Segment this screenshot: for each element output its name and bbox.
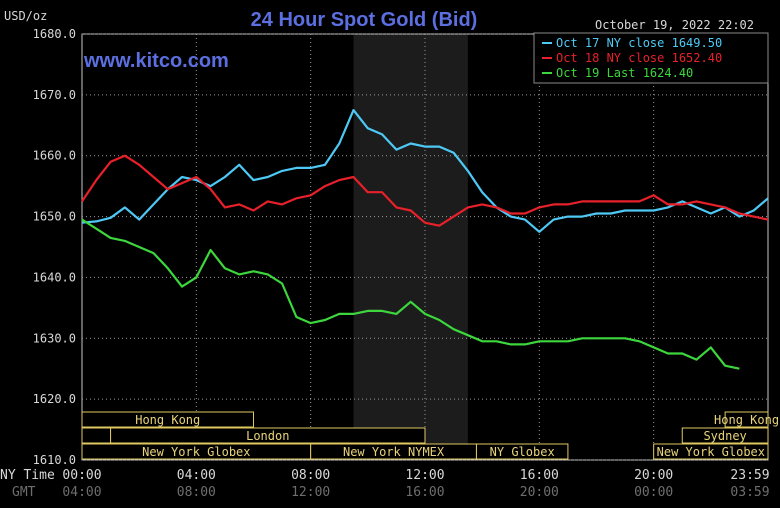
y-tick-label: 1660.0 bbox=[33, 149, 76, 163]
session-label: Hong Kong bbox=[714, 413, 779, 427]
ny-time-row-label: NY Time bbox=[0, 468, 55, 483]
y-axis-unit: USD/oz bbox=[4, 9, 47, 23]
x-tick-label-gmt: 03:59 bbox=[730, 485, 769, 500]
session-label: London bbox=[246, 429, 289, 443]
price-series bbox=[81, 108, 769, 370]
y-tick-label: 1640.0 bbox=[33, 270, 76, 284]
x-tick-label-gmt: 08:00 bbox=[177, 485, 216, 500]
x-tick-label-gmt: 16:00 bbox=[405, 485, 444, 500]
chart-title: 24 Hour Spot Gold (Bid) bbox=[251, 9, 478, 31]
session-bar bbox=[724, 411, 769, 428]
session-label: NY Globex bbox=[490, 445, 555, 459]
series-line-1 bbox=[81, 108, 769, 233]
session-label: New York NYMEX bbox=[343, 445, 445, 459]
y-tick-label: 1670.0 bbox=[33, 88, 76, 102]
x-tick-label-gmt: 20:00 bbox=[520, 485, 559, 500]
gmt-row-label: GMT bbox=[12, 485, 36, 500]
nymex-shaded-region bbox=[353, 34, 468, 460]
shaded-session-band bbox=[353, 34, 468, 460]
x-tick-label-ny: 20:00 bbox=[634, 468, 673, 483]
session-label: Sydney bbox=[703, 429, 746, 443]
session-label: New York Globex bbox=[657, 445, 765, 459]
x-tick-label-ny: 00:00 bbox=[62, 468, 101, 483]
x-tick-label-gmt: 04:00 bbox=[62, 485, 101, 500]
brand-url: www.kitco.com bbox=[83, 50, 229, 72]
x-axis: 00:00 04:00 08:00 12:00 16:00 20:00 23:59 04:00… bbox=[62, 468, 769, 500]
y-tick-label: 1630.0 bbox=[33, 331, 76, 345]
legend-box bbox=[533, 32, 769, 84]
x-tick-label-ny: 04:00 bbox=[177, 468, 216, 483]
session-bar bbox=[475, 443, 569, 460]
y-tick-label: 1610.0 bbox=[33, 453, 76, 467]
session-label: New York Globex bbox=[142, 445, 250, 459]
x-tick-label-ny: 08:00 bbox=[291, 468, 330, 483]
legend-entry: Oct 19 Last 1624.40 bbox=[556, 66, 693, 80]
trading-sessions: Hong Kong Hong Kong London Sydney New York G… bbox=[81, 411, 779, 460]
x-tick-label-gmt: 12:00 bbox=[291, 485, 330, 500]
y-tick-label: 1650.0 bbox=[33, 210, 76, 224]
x-tick-label-ny: 12:00 bbox=[405, 468, 444, 483]
session-bar bbox=[81, 411, 254, 428]
session-bar bbox=[653, 443, 769, 460]
session-label: Hong Kong bbox=[135, 413, 200, 427]
series-line-3 bbox=[81, 218, 740, 370]
legend-entry: Oct 18 NY close 1652.40 bbox=[556, 51, 722, 65]
session-bar bbox=[681, 427, 769, 444]
x-tick-label-ny: 23:59 bbox=[730, 468, 769, 483]
session-bar bbox=[81, 427, 112, 444]
legend-entry: Oct 17 NY close 1649.50 bbox=[556, 36, 722, 50]
series-line-2 bbox=[81, 154, 769, 227]
y-tick-label: 1620.0 bbox=[33, 392, 76, 406]
session-bar bbox=[110, 427, 426, 444]
timestamp: October 19, 2022 22:02 bbox=[595, 18, 754, 32]
y-tick-label: 1680.0 bbox=[33, 27, 76, 41]
y-axis: 1680.0 1670.0 1660.0 1650.0 1640.0 1630.0 1620… bbox=[33, 27, 76, 467]
x-tick-label-ny: 16:00 bbox=[520, 468, 559, 483]
x-tick-label-gmt: 00:00 bbox=[634, 485, 673, 500]
chart-grid bbox=[81, 33, 769, 461]
